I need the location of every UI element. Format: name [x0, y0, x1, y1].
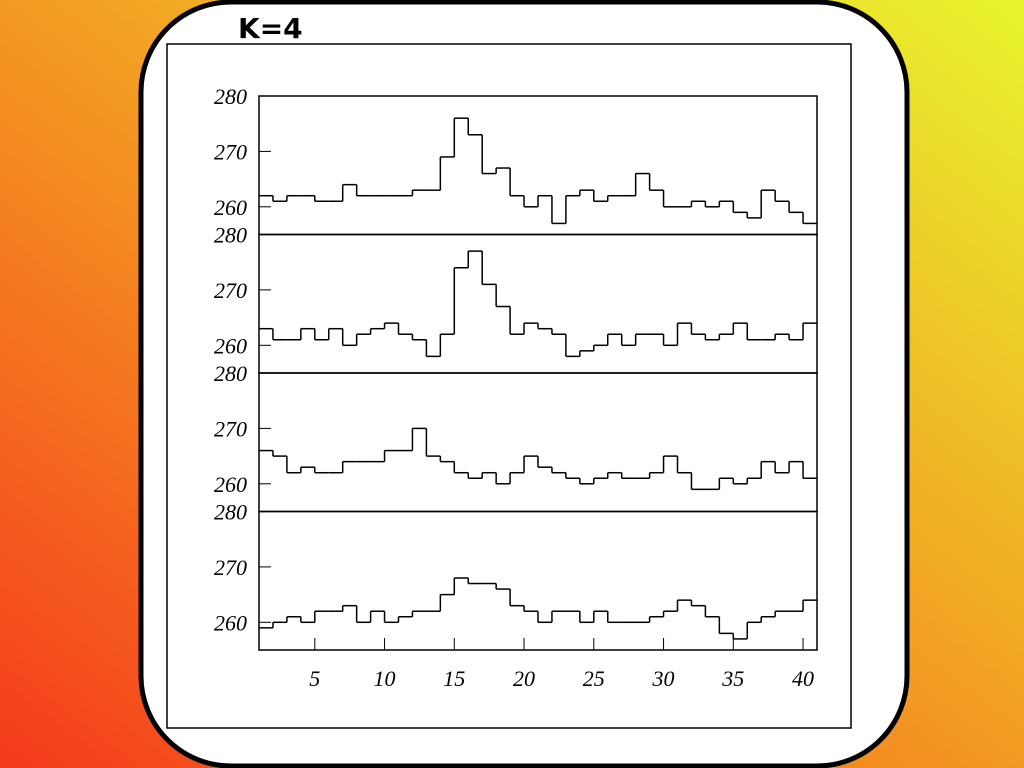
plot-frame [258, 510, 818, 651]
x-tick-label: 20 [513, 666, 535, 691]
y-tick-label: 270 [214, 278, 247, 303]
y-tick-label: 260 [214, 195, 247, 220]
frame [166, 43, 852, 729]
slide-title: K=4 [238, 12, 303, 45]
y-tick-label: 260 [214, 472, 247, 497]
x-tick-label: 5 [309, 666, 320, 691]
x-tick-label: 35 [721, 666, 744, 691]
y-tick-label: 270 [214, 139, 247, 164]
y-tick-label: 280 [214, 84, 247, 109]
x-tick-label: 25 [583, 666, 605, 691]
y-tick-label: 270 [214, 416, 247, 441]
x-tick-label: 10 [374, 666, 396, 691]
y-tick-label: 260 [214, 333, 247, 358]
x-tick-label: 15 [443, 666, 465, 691]
y-tick-label: 280 [214, 500, 247, 525]
y-tick-label: 270 [214, 555, 247, 580]
y-tick-label: 280 [214, 223, 247, 248]
x-tick-label: 30 [652, 666, 675, 691]
y-tick-label: 260 [214, 610, 247, 635]
card [138, 0, 910, 768]
y-tick-label: 280 [214, 361, 247, 386]
x-tick-label: 40 [792, 666, 814, 691]
